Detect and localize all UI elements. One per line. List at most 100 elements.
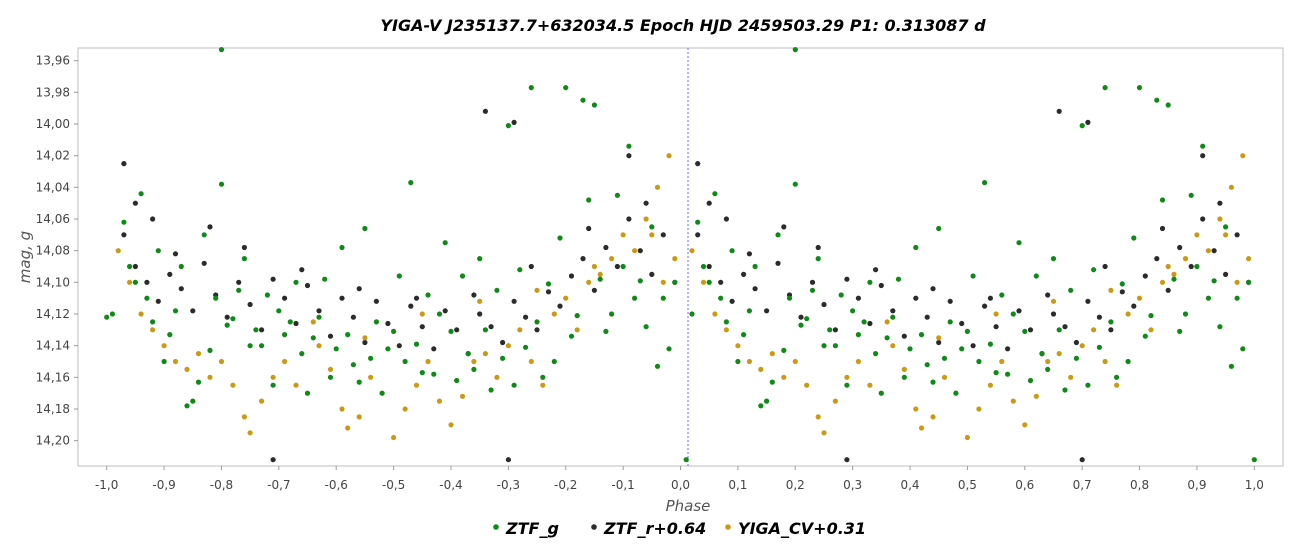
data-point (1079, 457, 1085, 463)
data-point (672, 256, 678, 262)
x-tick-label: 1,0 (1245, 478, 1264, 492)
data-point (259, 398, 265, 404)
data-point (270, 457, 276, 463)
data-point (1091, 267, 1097, 273)
y-tick-label: 14,12 (36, 307, 70, 321)
chart-title: YIGA-V J235137.7+632034.5 Epoch HJD 2459… (380, 16, 986, 35)
data-point (930, 286, 936, 292)
data-point (895, 276, 902, 282)
data-point (264, 292, 270, 298)
data-points (104, 47, 1257, 463)
data-point (764, 398, 770, 404)
data-point (1114, 374, 1120, 380)
data-point (127, 279, 133, 285)
data-point (1171, 271, 1177, 277)
data-point (586, 279, 592, 285)
data-point (609, 256, 615, 262)
data-point (528, 263, 534, 270)
data-point (1010, 311, 1016, 317)
data-point (683, 457, 689, 463)
y-tick-label: 14,08 (36, 244, 70, 258)
data-point (1079, 343, 1085, 349)
data-point (413, 341, 420, 347)
data-point (287, 319, 293, 325)
data-point (1177, 244, 1183, 251)
data-point (1188, 192, 1194, 198)
data-point (201, 232, 207, 238)
data-point (666, 153, 672, 159)
data-point (1056, 327, 1062, 333)
data-point (603, 244, 609, 251)
data-point (1062, 387, 1068, 393)
data-point (758, 366, 764, 372)
data-point (1033, 393, 1039, 399)
data-point (907, 346, 913, 352)
data-point (987, 341, 994, 347)
data-point (282, 358, 288, 365)
x-tick-label: -0,1 (611, 478, 634, 492)
data-point (322, 276, 328, 282)
data-point (1027, 327, 1034, 333)
data-point (436, 311, 443, 317)
data-point (1114, 382, 1120, 388)
data-point (534, 327, 540, 333)
data-point (1246, 256, 1252, 262)
data-point (373, 298, 379, 304)
data-point (947, 319, 953, 325)
legend-item-ztf-r: ZTF_r+0.64 (591, 519, 706, 538)
data-point (660, 279, 666, 285)
data-point (867, 382, 873, 388)
data-point (1108, 287, 1114, 293)
data-point (419, 370, 425, 376)
legend-marker-ztf-r (591, 524, 597, 530)
data-point (1200, 216, 1206, 222)
data-point (643, 216, 649, 222)
data-point (1050, 256, 1057, 262)
data-point (913, 244, 919, 251)
data-point (218, 181, 225, 187)
legend-label-yiga-cv: YIGA_CV+0.31 (738, 519, 866, 538)
data-point (511, 119, 517, 125)
y-axis-label: mag, g (16, 231, 34, 283)
data-point (792, 181, 798, 187)
data-point (540, 382, 546, 388)
data-point (626, 153, 632, 159)
data-point (247, 343, 253, 349)
y-tick-label: 14,06 (36, 212, 70, 226)
data-point (798, 322, 804, 328)
data-point (327, 374, 334, 380)
data-point (132, 279, 138, 285)
data-point (1096, 344, 1102, 350)
data-point (115, 248, 121, 254)
data-point (436, 398, 443, 404)
data-point (1131, 303, 1137, 309)
data-point (247, 430, 253, 436)
data-point (241, 244, 247, 251)
data-point (511, 298, 517, 304)
data-point (723, 319, 730, 325)
data-point (1148, 313, 1154, 319)
data-point (465, 351, 471, 357)
data-point (184, 366, 190, 372)
data-point (901, 333, 907, 339)
data-point (419, 311, 425, 317)
data-point (391, 328, 397, 334)
data-point (1228, 184, 1234, 190)
data-point (241, 414, 247, 420)
y-tick-label: 14,04 (36, 180, 70, 194)
data-point (1068, 287, 1074, 293)
data-point (253, 327, 259, 333)
data-point (769, 379, 775, 385)
data-point (385, 346, 391, 352)
data-point (121, 232, 127, 238)
data-point (775, 260, 781, 266)
data-point (712, 191, 718, 197)
data-point (454, 377, 460, 384)
data-point (798, 314, 804, 320)
data-point (741, 271, 747, 277)
data-point (735, 358, 741, 365)
data-point (230, 316, 236, 322)
data-point (207, 374, 213, 380)
x-tick-label: 0,5 (958, 478, 977, 492)
x-tick-label: -0,5 (382, 478, 405, 492)
